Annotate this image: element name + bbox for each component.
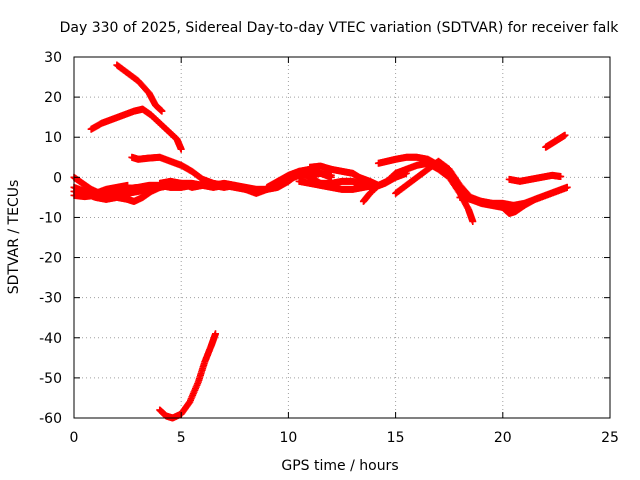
data-point xyxy=(327,173,335,181)
data-point xyxy=(563,183,571,191)
y-tick-label: -20 xyxy=(39,251,62,267)
data-point xyxy=(124,181,132,189)
y-tick-label: -60 xyxy=(39,411,62,427)
plot-frame xyxy=(73,56,611,419)
x-axis-label: GPS time / hours xyxy=(281,458,398,474)
y-tick-label: 10 xyxy=(44,130,62,146)
y-tick-label: 30 xyxy=(44,50,62,66)
x-tick-label: 15 xyxy=(387,430,405,446)
x-tick-label: 25 xyxy=(601,430,619,446)
series-arc-7 xyxy=(70,181,132,197)
y-tick-label: -30 xyxy=(39,291,62,307)
series-arc-18 xyxy=(156,330,220,422)
grid xyxy=(74,57,610,418)
series-arc-12 xyxy=(359,159,477,225)
data-point xyxy=(469,217,477,225)
y-axis-label: SDTVAR / TECUs xyxy=(6,180,22,295)
y-tick-label: -10 xyxy=(39,210,62,226)
data-point xyxy=(158,107,166,115)
y-tick-label: 0 xyxy=(53,170,62,186)
series-arc-6 xyxy=(70,181,174,205)
y-tick-label: 20 xyxy=(44,90,62,106)
series-arc-11 xyxy=(306,162,382,189)
x-tick-label: 5 xyxy=(177,430,186,446)
data-point xyxy=(177,145,185,153)
data-point xyxy=(561,131,569,139)
x-tick-label: 0 xyxy=(70,430,79,446)
chart-title: Day 330 of 2025, Sidereal Day-to-day VTE… xyxy=(60,20,620,36)
data-point xyxy=(212,330,220,338)
series-arc-1 xyxy=(113,61,166,115)
series-arc-15 xyxy=(456,183,571,217)
series-arc-16 xyxy=(505,171,565,185)
series-arc-17 xyxy=(542,131,569,151)
x-tick-label: 10 xyxy=(279,430,297,446)
y-tick-label: -40 xyxy=(39,331,62,347)
series-arc-2 xyxy=(87,105,185,153)
y-tick-label: -50 xyxy=(39,371,62,387)
series-layer xyxy=(70,61,571,422)
axis-ticks: 0 5 10 15 20 25 -60 -50 -40 -30 -20 -10 0 10 20 30 xyxy=(39,50,619,446)
data-point xyxy=(557,173,565,181)
x-tick-label: 20 xyxy=(494,430,512,446)
